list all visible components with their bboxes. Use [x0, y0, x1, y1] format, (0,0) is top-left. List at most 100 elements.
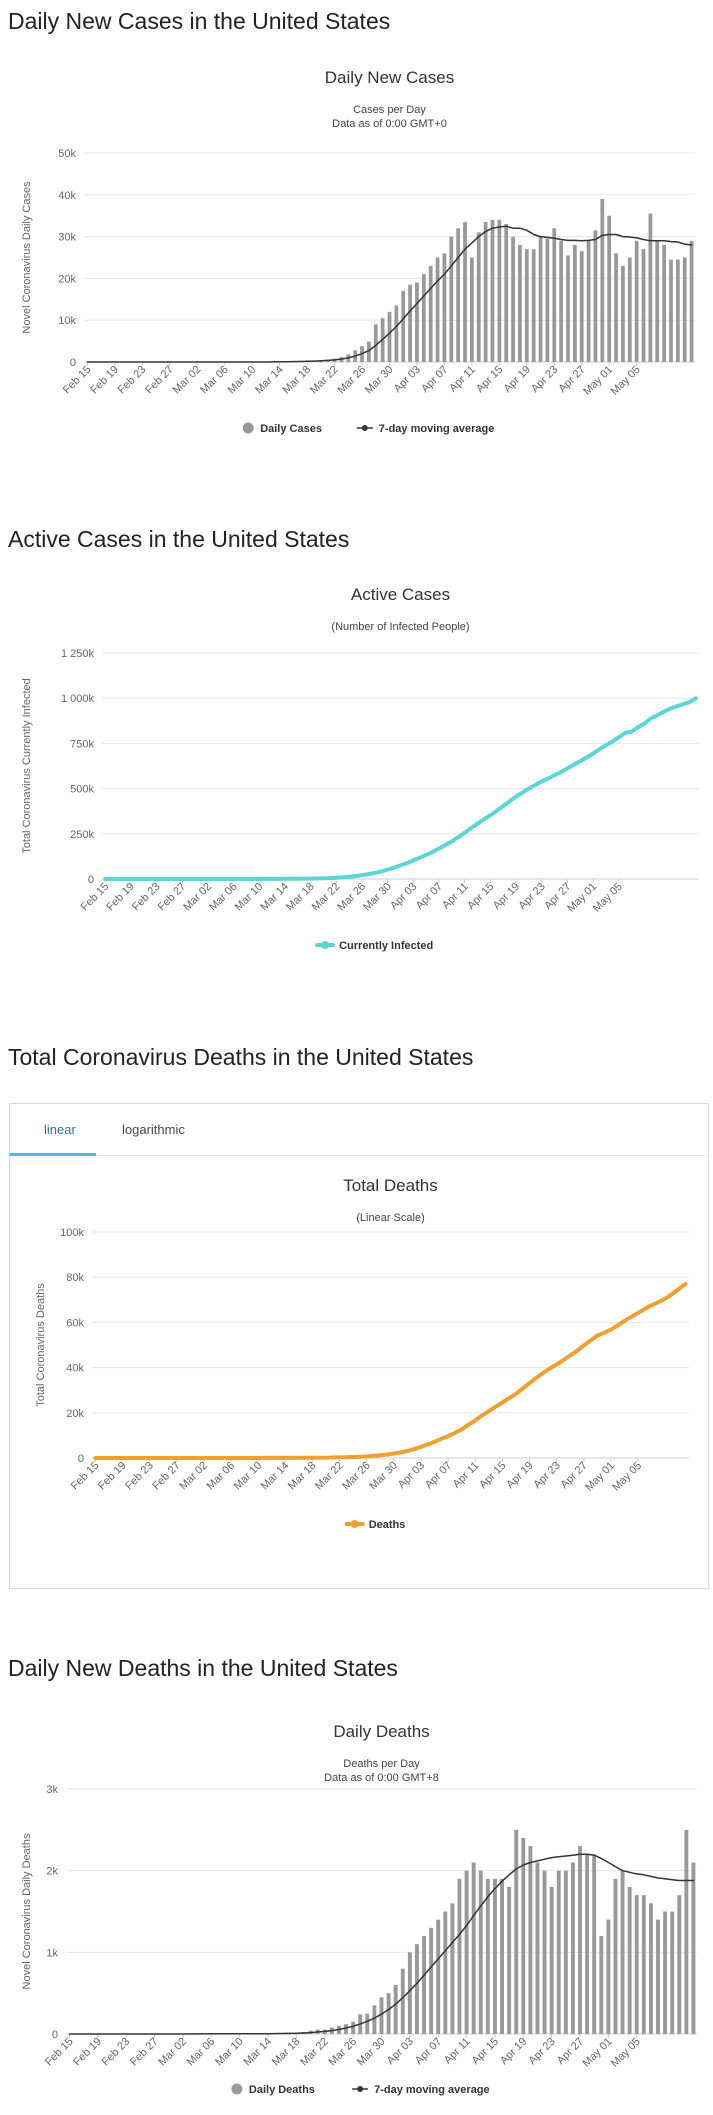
bar [634, 1895, 639, 2034]
legend-marker [350, 1520, 359, 1528]
y-tick-label: 100k [60, 1227, 84, 1239]
bar [662, 244, 666, 362]
x-tick-label: Mar 26 [340, 1460, 373, 1493]
bar [549, 1887, 554, 2034]
bar [521, 1838, 526, 2034]
chart-title: Active Cases [351, 585, 450, 604]
chart-daily-deaths: Daily Deaths Deaths per Day Data as of 0:0… [0, 1715, 713, 2115]
bar [613, 1878, 618, 2034]
tab-linear[interactable]: linear [44, 1122, 76, 1137]
bar [504, 224, 509, 362]
x-tick-label: Feb 15 [43, 2036, 76, 2069]
bar [497, 219, 502, 362]
bar [490, 219, 495, 362]
y-axis-title: Novel Coronavirus Daily Cases [21, 181, 33, 334]
legend-item: Daily Cases [242, 422, 322, 435]
bar [456, 228, 461, 362]
x-tick-label: Apr 03 [388, 881, 419, 912]
x-tick-label: Mar 02 [181, 881, 214, 914]
bar [627, 257, 632, 362]
x-tick-label: Mar 22 [310, 881, 343, 914]
bar [545, 238, 550, 362]
y-tick-label: 20k [58, 273, 76, 285]
x-tick-label: Mar 02 [156, 2036, 189, 2069]
y-tick-label: 250k [70, 829, 94, 841]
x-tick-label: Mar 22 [308, 364, 341, 397]
y-tick-label: 80k [66, 1272, 84, 1284]
bar [585, 1854, 590, 2034]
x-tick-label: Feb 15 [79, 881, 112, 914]
legend-marker [321, 941, 330, 949]
x-tick-label: Mar 06 [185, 2036, 218, 2069]
bar [556, 1870, 561, 2034]
bar [535, 1862, 540, 2034]
legend-marker [231, 2083, 243, 2095]
legend-label: Daily Cases [260, 423, 322, 435]
y-axis-title: Total Coronavirus Currently Infected [21, 678, 33, 853]
daily-cases-chart-svg: Daily New Cases Cases per Day Data as of 0… [21, 68, 695, 435]
bar [641, 1895, 646, 2034]
bar [656, 1919, 660, 2034]
x-tick-label: Apr 03 [396, 1460, 427, 1491]
x-tick-label: Apr 23 [529, 364, 560, 395]
legend-item: Daily Deaths [231, 2083, 315, 2096]
legend-marker [242, 422, 254, 434]
y-tick-label: 10k [58, 315, 76, 327]
bar [367, 341, 371, 362]
x-tick-label: Feb 15 [69, 1460, 102, 1493]
x-tick-label: May 05 [610, 1460, 644, 1494]
x-tick-label: Mar 06 [207, 881, 240, 914]
bar [542, 1870, 547, 2034]
bar [442, 253, 447, 362]
x-tick-label: Apr 19 [504, 1460, 535, 1491]
x-tick-label: Mar 14 [258, 881, 291, 914]
x-tick-label: Mar 10 [232, 1460, 265, 1493]
x-tick-label: Apr 03 [392, 364, 423, 395]
chart-title: Total Deaths [343, 1176, 438, 1195]
bar [669, 259, 673, 362]
bar [422, 1936, 426, 2034]
x-tick-label: Apr 23 [531, 1460, 562, 1491]
y-tick-label: 0 [52, 2029, 58, 2041]
x-tick-label: Feb 23 [100, 2036, 133, 2069]
chart-daily-cases: Daily New Cases Cases per Day Data as of 0… [0, 60, 713, 460]
tab-active-indicator [10, 1153, 96, 1156]
bar [414, 1944, 419, 2034]
x-tick-label: Apr 11 [442, 2036, 473, 2067]
tab-logarithmic[interactable]: logarithmic [122, 1122, 185, 1137]
bar [675, 259, 680, 362]
bar [344, 2024, 349, 2034]
legend-item: Currently Infected [315, 940, 433, 952]
bar [559, 240, 564, 362]
bar [401, 290, 406, 362]
x-tick-label: Mar 30 [363, 364, 396, 397]
x-tick-label: Mar 18 [284, 881, 317, 914]
y-tick-label: 2k [46, 1866, 58, 1878]
x-tick-label: Feb 27 [156, 881, 189, 914]
bar [372, 2005, 377, 2034]
chart-subtitle: Deaths per Day [343, 1758, 420, 1770]
bar [566, 255, 570, 362]
x-tick-label: Apr 23 [526, 2036, 557, 2067]
series-line [93, 1282, 688, 1460]
x-tick-label: Mar 02 [177, 1460, 210, 1493]
chart-subtitle: (Number of Infected People) [331, 621, 469, 633]
x-tick-label: Mar 14 [241, 2036, 274, 2069]
legend-label: Daily Deaths [249, 2084, 315, 2096]
y-tick-label: 750k [70, 738, 94, 750]
x-tick-label: Mar 02 [171, 364, 204, 397]
chart-subtitle: Cases per Day [353, 104, 426, 116]
bar [677, 1895, 682, 2034]
bar [682, 257, 687, 362]
section-title-active-cases: Active Cases in the United States [8, 526, 350, 552]
bar [648, 213, 653, 362]
bar [443, 1911, 448, 2034]
bar [578, 1846, 582, 2034]
x-tick-label: Feb 23 [123, 1460, 156, 1493]
bar [648, 1903, 653, 2034]
x-tick-label: Apr 15 [465, 881, 496, 912]
y-tick-label: 20k [66, 1408, 84, 1420]
legend-label: Deaths [369, 1519, 406, 1531]
x-tick-label: Feb 23 [130, 881, 163, 914]
x-tick-label: May 01 [581, 2036, 615, 2070]
